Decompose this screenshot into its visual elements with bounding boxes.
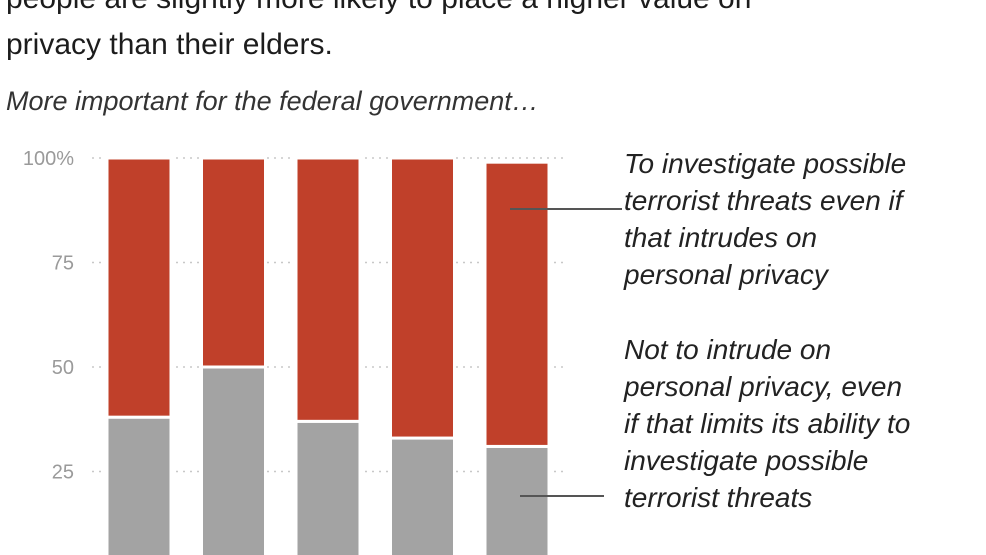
- legend-privacy-line: investigate possible: [624, 445, 869, 476]
- bar-segment-privacy: [483, 444, 551, 555]
- legend-investigate-label: To investigate possible terrorist threat…: [624, 145, 906, 293]
- bar-segment-investigate: [200, 156, 267, 369]
- bar-segment-privacy: [389, 436, 456, 555]
- legend-privacy-line: if that limits its ability to: [624, 408, 911, 439]
- y-tick-label: 75: [52, 253, 74, 275]
- y-tick-label: 25: [52, 462, 74, 484]
- legend-investigate-line: that intrudes on: [624, 222, 818, 253]
- legend-privacy-line: personal privacy, even: [624, 371, 903, 402]
- bar-segment-privacy: [200, 365, 267, 555]
- bar-segment-investigate: [105, 156, 173, 419]
- bar-segment-privacy: [294, 419, 362, 555]
- y-tick-label: 100%: [23, 148, 74, 170]
- legend-privacy-label: Not to intrude on personal privacy, even…: [624, 331, 910, 516]
- legend-investigate-line: To investigate possible: [624, 148, 907, 179]
- legend-privacy-line: Not to intrude on: [624, 334, 832, 365]
- chart-subtitle: More important for the federal governmen…: [6, 86, 539, 116]
- y-tick-label: 50: [52, 357, 74, 379]
- bar-segment-investigate: [483, 160, 551, 448]
- legend-investigate-line: personal privacy: [624, 259, 828, 290]
- legend-privacy-line: terrorist threats: [624, 482, 813, 513]
- bar-segment-privacy: [105, 415, 173, 555]
- chart-header-line-1: people are slightly more likely to place…: [6, 0, 751, 16]
- legend-investigate-line: terrorist threats even if: [624, 185, 903, 216]
- chart-header-line-2: privacy than their elders.: [6, 28, 333, 61]
- bar-segment-investigate: [389, 156, 456, 440]
- bar-segment-investigate: [294, 156, 362, 423]
